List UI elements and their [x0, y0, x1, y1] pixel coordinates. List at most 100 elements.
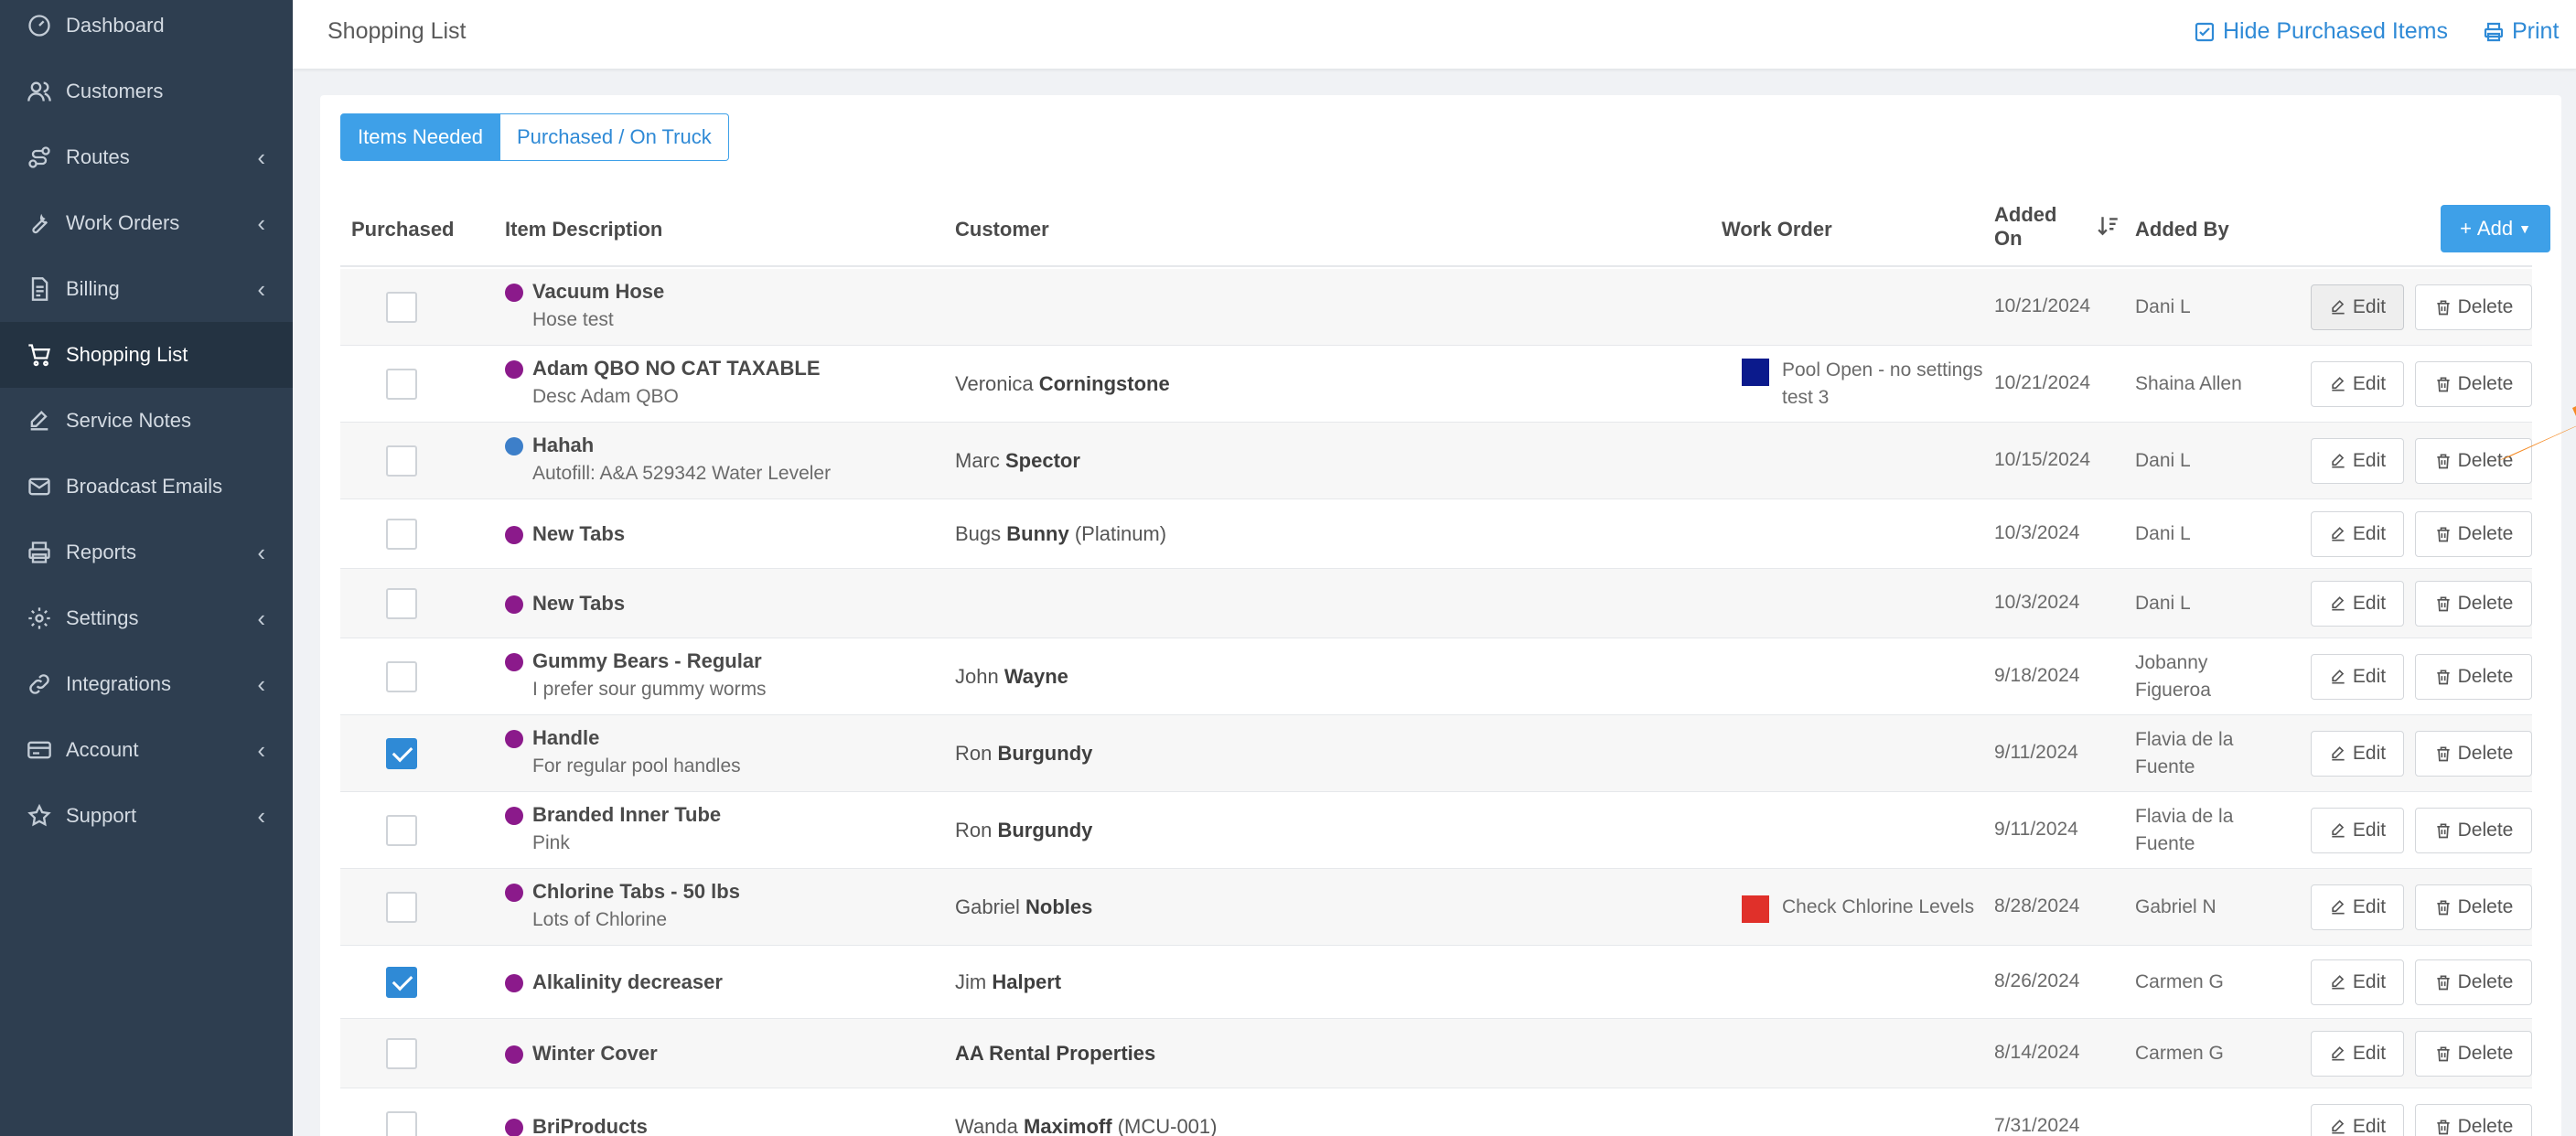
delete-label: Delete — [2457, 1043, 2514, 1064]
edit-icon — [2329, 1045, 2347, 1063]
delete-button[interactable]: Delete — [2415, 959, 2532, 1005]
customer-name[interactable]: Jim Halpert — [955, 970, 1061, 994]
delete-button[interactable]: Delete — [2415, 581, 2532, 627]
page-title: Shopping List — [327, 18, 467, 44]
edit-icon — [2329, 1118, 2347, 1136]
sidebar-item-integrations[interactable]: Integrations ‹ — [0, 651, 293, 717]
header-item-description[interactable]: Item Description — [505, 218, 663, 241]
purchased-checkbox[interactable] — [386, 292, 417, 323]
sidebar-item-customers[interactable]: Customers — [0, 59, 293, 124]
print-button[interactable]: Print — [2483, 18, 2559, 45]
added-by-line2: Figueroa — [2135, 680, 2211, 701]
tab-items-needed[interactable]: Items Needed — [340, 113, 500, 161]
delete-button[interactable]: Delete — [2415, 808, 2532, 853]
delete-button[interactable]: Delete — [2415, 511, 2532, 557]
customer-name[interactable]: Wanda Maximoff (MCU-001) — [955, 1115, 1217, 1136]
delete-button[interactable]: Delete — [2415, 438, 2532, 484]
trash-icon — [2434, 298, 2453, 316]
header-purchased[interactable]: Purchased — [351, 218, 455, 241]
sidebar-item-label: Work Orders — [66, 211, 180, 234]
sidebar-item-billing[interactable]: Billing ‹ — [0, 256, 293, 322]
edit-button[interactable]: Edit — [2311, 581, 2404, 627]
edit-button[interactable]: Edit — [2311, 731, 2404, 777]
purchased-checkbox[interactable] — [386, 445, 417, 477]
customer-name[interactable]: Bugs Bunny (Platinum) — [955, 522, 1166, 546]
header-added-on[interactable]: Added On — [1994, 203, 2056, 251]
printer-icon — [2484, 22, 2504, 41]
sidebar-item-service-notes[interactable]: Service Notes — [0, 388, 293, 454]
edit-button[interactable]: Edit — [2311, 808, 2404, 853]
delete-button[interactable]: Delete — [2415, 361, 2532, 407]
edit-button[interactable]: Edit — [2311, 1104, 2404, 1136]
edit-label: Edit — [2352, 971, 2387, 992]
customer-name[interactable]: AA Rental Properties — [955, 1042, 1155, 1066]
edit-button[interactable]: Edit — [2311, 438, 2404, 484]
table-row: Alkalinity decreaser Jim Halpert 8/26/2024… — [340, 946, 2532, 1019]
sidebar-item-reports[interactable]: Reports ‹ — [0, 520, 293, 585]
customer-name[interactable]: Ron Burgundy — [955, 819, 1092, 842]
status-dot — [505, 1119, 523, 1136]
purchased-checkbox[interactable] — [386, 1111, 417, 1136]
delete-button[interactable]: Delete — [2415, 284, 2532, 330]
sidebar-item-settings[interactable]: Settings ‹ — [0, 585, 293, 651]
edit-button[interactable]: Edit — [2311, 959, 2404, 1005]
purchased-checkbox[interactable] — [386, 369, 417, 400]
sidebar-item-label: Support — [66, 804, 137, 827]
work-order-link[interactable]: Check Chlorine Levels — [1782, 894, 2002, 921]
customer-name[interactable]: Gabriel Nobles — [955, 895, 1092, 919]
edit-button[interactable]: Edit — [2311, 654, 2404, 700]
edit-button[interactable]: Edit — [2311, 884, 2404, 930]
sort-desc-icon[interactable] — [2097, 214, 2120, 238]
edit-button[interactable]: Edit — [2311, 284, 2404, 330]
purchased-checkbox[interactable] — [386, 815, 417, 846]
customer-name[interactable]: John Wayne — [955, 665, 1068, 689]
trash-icon — [2434, 821, 2453, 840]
sidebar-item-broadcast-emails[interactable]: Broadcast Emails — [0, 454, 293, 520]
customer-last: Corningstone — [1038, 372, 1170, 395]
added-on-date: 9/18/2024 — [1994, 665, 2080, 686]
sidebar-item-support[interactable]: Support ‹ — [0, 783, 293, 849]
sidebar-item-dashboard[interactable]: Dashboard — [0, 0, 293, 59]
work-order-link[interactable]: Pool Open - no settings test 3 — [1782, 357, 2002, 412]
header-work-order[interactable]: Work Order — [1722, 218, 1832, 241]
added-on-date: 7/31/2024 — [1994, 1115, 2080, 1136]
added-by: Dani L — [2135, 590, 2300, 617]
delete-label: Delete — [2457, 593, 2514, 614]
sidebar-item-shopping-list[interactable]: Shopping List — [0, 322, 293, 388]
trash-icon — [2434, 595, 2453, 613]
work-order-color-swatch — [1742, 895, 1769, 923]
hide-purchased-toggle[interactable]: Hide Purchased Items — [2194, 18, 2448, 45]
edit-label: Edit — [2352, 450, 2387, 471]
purchased-checkbox[interactable] — [386, 519, 417, 550]
sidebar-item-routes[interactable]: Routes ‹ — [0, 124, 293, 190]
purchased-checkbox[interactable] — [386, 967, 417, 998]
edit-button[interactable]: Edit — [2311, 1031, 2404, 1077]
customer-name[interactable]: Ron Burgundy — [955, 742, 1092, 766]
chevron-left-icon: ‹ — [257, 604, 265, 632]
printer-icon — [26, 539, 53, 566]
add-button[interactable]: + Add ▼ — [2441, 205, 2550, 252]
purchased-checkbox[interactable] — [386, 892, 417, 923]
header-added-by[interactable]: Added By — [2135, 218, 2229, 241]
delete-button[interactable]: Delete — [2415, 1031, 2532, 1077]
shopping-list-card: Items Needed Purchased / On Truck Purcha… — [320, 95, 2576, 1136]
sidebar-item-account[interactable]: Account ‹ — [0, 717, 293, 783]
purchased-checkbox[interactable] — [386, 588, 417, 619]
edit-button[interactable]: Edit — [2311, 361, 2404, 407]
table-row: New Tabs Bugs Bunny (Platinum) 10/3/2024 Da… — [340, 499, 2532, 569]
purchased-checkbox[interactable] — [386, 661, 417, 692]
added-by: Jobanny Figueroa — [2135, 649, 2300, 704]
sidebar-item-work-orders[interactable]: Work Orders ‹ — [0, 190, 293, 256]
delete-label: Delete — [2457, 450, 2514, 471]
tab-purchased-on-truck[interactable]: Purchased / On Truck — [499, 113, 729, 161]
purchased-checkbox[interactable] — [386, 1038, 417, 1069]
customer-name[interactable]: Veronica Corningstone — [955, 372, 1170, 396]
header-customer[interactable]: Customer — [955, 218, 1049, 241]
delete-button[interactable]: Delete — [2415, 731, 2532, 777]
delete-button[interactable]: Delete — [2415, 884, 2532, 930]
customer-name[interactable]: Marc Spector — [955, 449, 1080, 473]
purchased-checkbox[interactable] — [386, 738, 417, 769]
delete-button[interactable]: Delete — [2415, 1104, 2532, 1136]
delete-button[interactable]: Delete — [2415, 654, 2532, 700]
edit-button[interactable]: Edit — [2311, 511, 2404, 557]
